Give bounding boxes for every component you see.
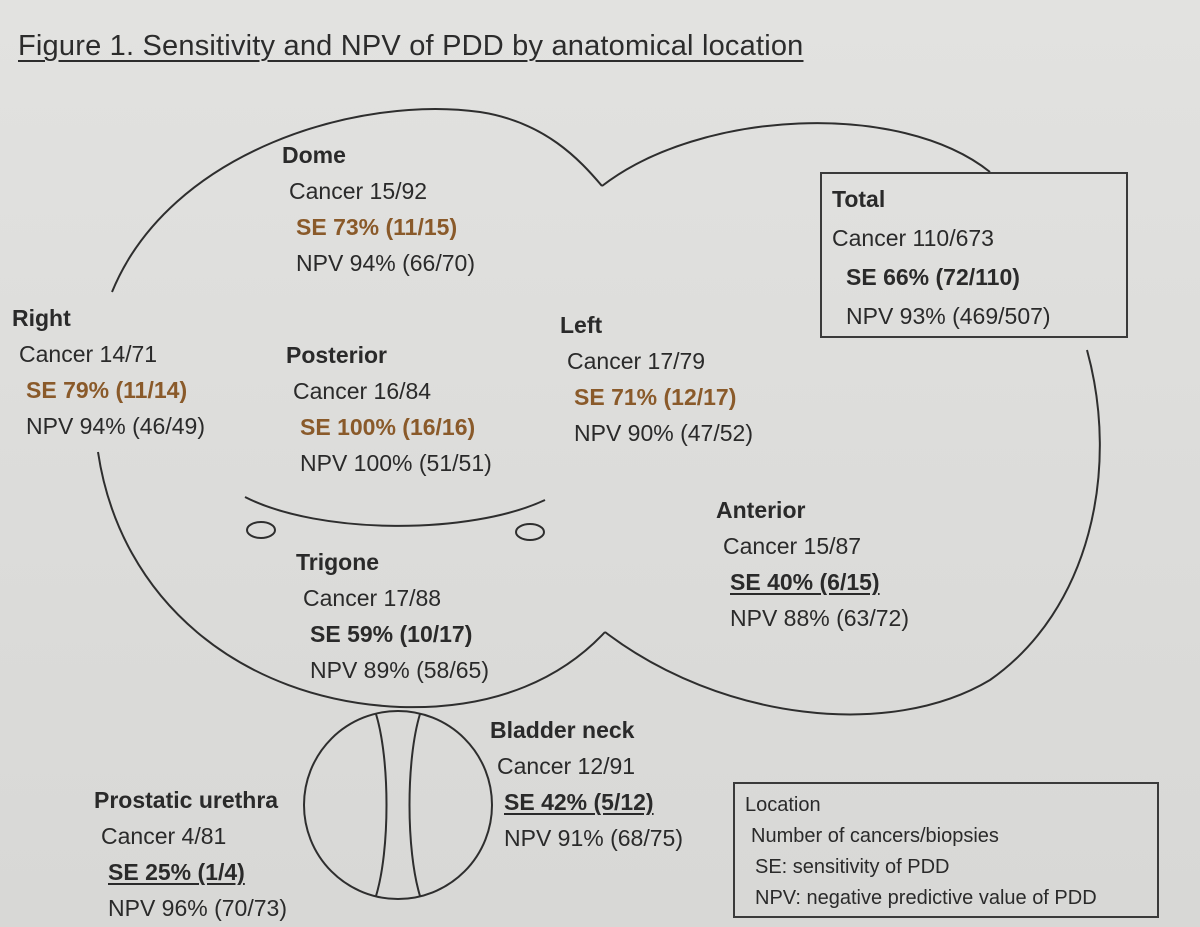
right-region: Right Cancer 14/71 SE 79% (11/14) NPV 94…	[12, 300, 205, 444]
sensitivity-value: SE 79% (11/14)	[26, 377, 188, 403]
cancer-count: Cancer 4/81	[101, 823, 227, 849]
right-bladder-lobe-outline	[601, 122, 991, 187]
npv-value: NPV 90% (47/52)	[574, 420, 753, 446]
cancer-count: Cancer 15/87	[723, 533, 862, 559]
legend-heading: Location	[745, 794, 821, 816]
total-npv-value: NPV 93% (469/507)	[846, 303, 1051, 329]
left-ureteric-orifice	[246, 521, 276, 539]
total-cancer-count: Cancer 110/673	[832, 225, 994, 251]
total-box: Total Cancer 110/673 SE 66% (72/110) NPV…	[820, 172, 1128, 338]
figure-title: Figure 1. Sensitivity and NPV of PDD by …	[18, 30, 804, 62]
left-region: Left Cancer 17/79 SE 71% (12/17) NPV 90%…	[560, 307, 753, 451]
lower-bladder-outline	[97, 451, 606, 709]
legend-line-cancers: Number of cancers/biopsies	[751, 825, 999, 847]
bladder-neck-region: Bladder neck Cancer 12/91 SE 42% (5/12) …	[490, 712, 683, 856]
urethra-left-line	[375, 713, 388, 897]
sensitivity-value: SE 100% (16/16)	[300, 414, 476, 440]
cancer-count: Cancer 14/71	[19, 341, 158, 367]
sensitivity-value: SE 71% (12/17)	[574, 384, 737, 410]
region-name: Right	[12, 305, 71, 331]
cancer-count: Cancer 15/92	[289, 178, 428, 204]
total-name: Total	[832, 186, 886, 212]
cancer-count: Cancer 16/84	[293, 378, 432, 404]
sensitivity-value: SE 59% (10/17)	[310, 621, 473, 647]
npv-value: NPV 91% (68/75)	[504, 825, 683, 851]
trigone-arc	[244, 496, 546, 527]
right-lobe-side-outline	[604, 349, 1101, 716]
region-name: Left	[560, 312, 603, 338]
cancer-count: Cancer 17/88	[303, 585, 442, 611]
npv-value: NPV 94% (46/49)	[26, 413, 205, 439]
npv-value: NPV 96% (70/73)	[108, 895, 287, 921]
dome-region: Dome Cancer 15/92 SE 73% (11/15) NPV 94%…	[282, 137, 475, 281]
sensitivity-value: SE 73% (11/15)	[296, 214, 458, 240]
prostatic-urethra-region: Prostatic urethra Cancer 4/81 SE 25% (1/…	[94, 782, 287, 926]
npv-value: NPV 89% (58/65)	[310, 657, 489, 683]
region-name: Dome	[282, 142, 346, 168]
trigone-region: Trigone Cancer 17/88 SE 59% (10/17) NPV …	[296, 544, 489, 688]
right-ureteric-orifice	[515, 523, 545, 541]
left-bladder-lobe-outline	[111, 108, 603, 293]
anterior-region: Anterior Cancer 15/87 SE 40% (6/15) NPV …	[716, 492, 909, 636]
region-name: Posterior	[286, 342, 387, 368]
cancer-count: Cancer 17/79	[567, 348, 706, 374]
region-name: Bladder neck	[490, 717, 635, 743]
posterior-region: Posterior Cancer 16/84 SE 100% (16/16) N…	[286, 337, 492, 481]
npv-value: NPV 94% (66/70)	[296, 250, 475, 276]
region-name: Trigone	[296, 549, 380, 575]
legend-box: Location Number of cancers/biopsies SE: …	[733, 782, 1159, 918]
npv-value: NPV 100% (51/51)	[300, 450, 492, 476]
region-name: Anterior	[716, 497, 806, 523]
prostate-outline	[303, 710, 493, 900]
cancer-count: Cancer 12/91	[497, 753, 636, 779]
sensitivity-value: SE 40% (6/15)	[730, 569, 880, 595]
region-name: Prostatic urethra	[94, 787, 279, 813]
legend-line-npv: NPV: negative predictive value of PDD	[755, 887, 1097, 909]
legend-line-se: SE: sensitivity of PDD	[755, 856, 950, 878]
sensitivity-value: SE 42% (5/12)	[504, 789, 654, 815]
npv-value: NPV 88% (63/72)	[730, 605, 909, 631]
sensitivity-value: SE 25% (1/4)	[108, 859, 245, 885]
urethra-right-line	[408, 713, 421, 897]
total-sensitivity-value: SE 66% (72/110)	[846, 264, 1020, 290]
